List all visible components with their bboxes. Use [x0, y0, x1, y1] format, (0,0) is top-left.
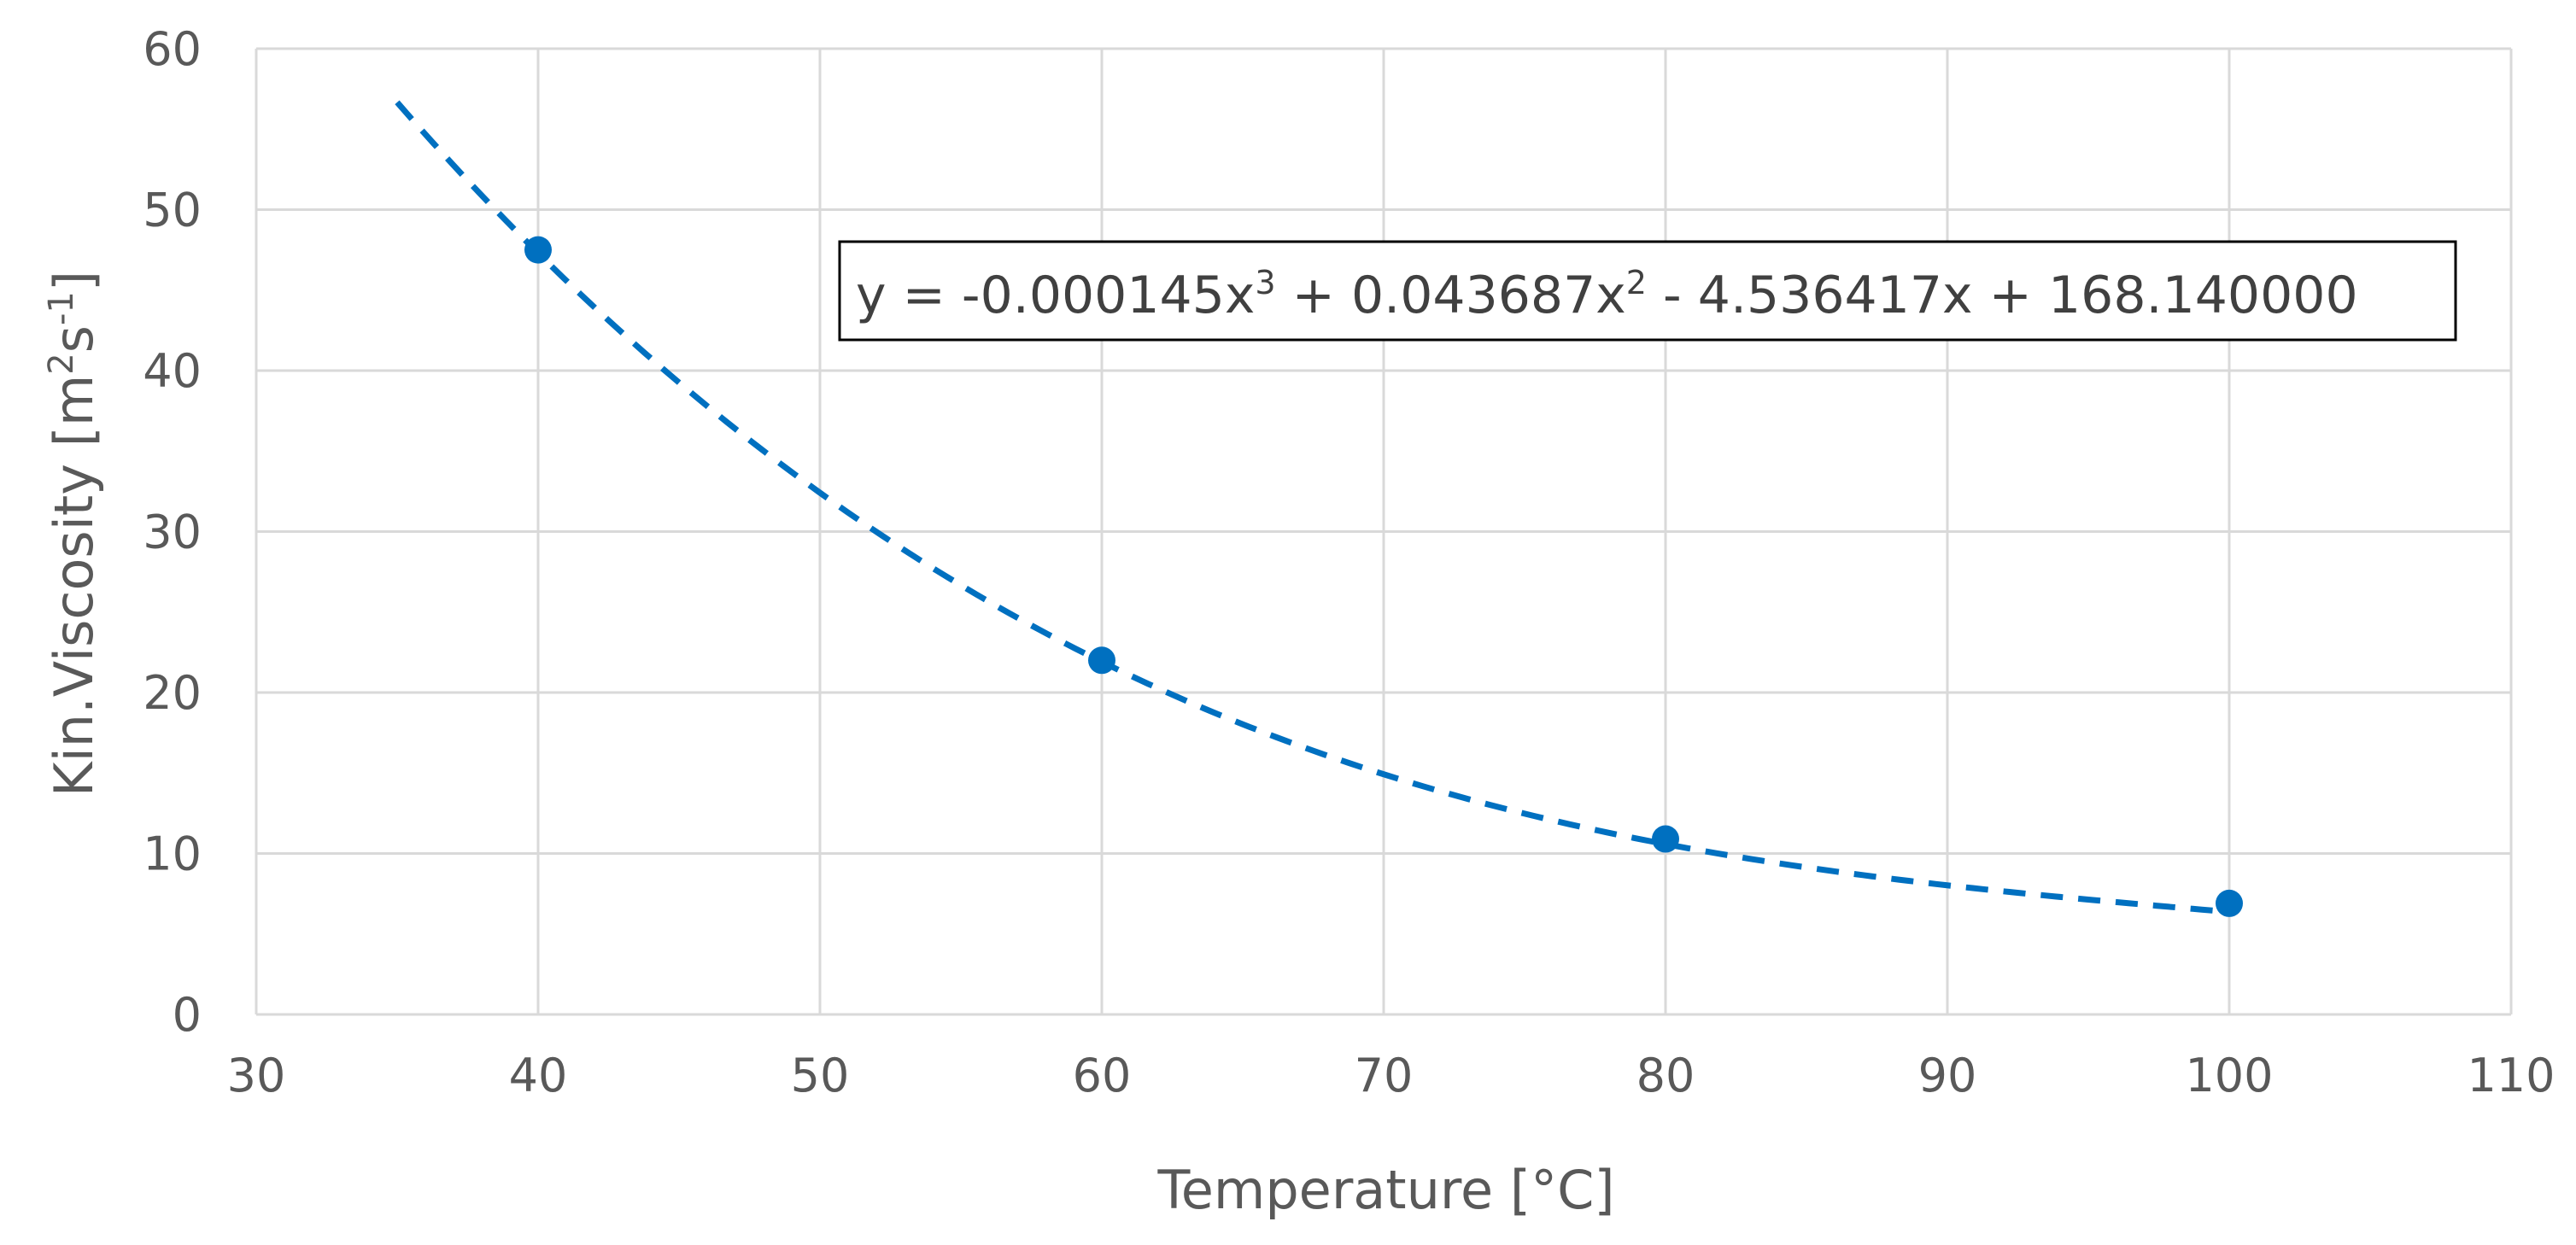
equation-box: y = -0.000145x3 + 0.043687x2 - 4.536417x…	[838, 240, 2457, 342]
equation-label: y = -0.000145x3 + 0.043687x2 - 4.536417x…	[856, 264, 2358, 325]
equation-border	[838, 240, 2457, 342]
x-tick-label: 40	[509, 1049, 568, 1102]
data-points	[524, 236, 2243, 917]
x-tick-label: 30	[227, 1049, 286, 1102]
data-point	[2216, 889, 2243, 917]
y-axis-title: Kin.Viscosity [m2s-1]	[42, 271, 105, 797]
x-tick-label: 60	[1073, 1049, 1132, 1102]
y-axis-title-main: Kin.Viscosity [m	[43, 375, 105, 797]
equation-prefix: y = -0.000145x	[856, 266, 1255, 325]
data-point	[1088, 646, 1115, 675]
equation-tail: - 4.536417x + 168.140000	[1647, 266, 2358, 325]
equation-sup-3: 3	[1255, 264, 1275, 301]
y-axis-title-sup-2: 2	[42, 353, 81, 374]
x-tick-label: 90	[1918, 1049, 1977, 1102]
x-tick-label: 80	[1636, 1049, 1695, 1102]
equation-mid: + 0.043687x	[1276, 266, 1626, 325]
gridlines	[255, 47, 2513, 1016]
y-axis-title-end: ]	[43, 271, 105, 291]
y-axis-title-sup-neg1: -1	[42, 291, 81, 325]
x-tick-label: 70	[1355, 1049, 1414, 1102]
y-tick-label: 0	[173, 988, 202, 1042]
y-axis-title-mid: s	[43, 325, 105, 353]
x-tick-label: 50	[791, 1049, 850, 1102]
data-point	[524, 236, 552, 264]
x-tick-label: 100	[2185, 1049, 2273, 1102]
y-tick-label: 60	[143, 22, 202, 76]
tick-labels: 30 40 50 60 70 80 90 100 110 0 10 20 30 40 50 60	[143, 22, 2555, 1102]
x-tick-label: 110	[2467, 1049, 2555, 1102]
y-tick-label: 40	[143, 344, 202, 398]
y-tick-label: 50	[143, 184, 202, 237]
trendline-layer	[395, 100, 2230, 915]
y-tick-label: 10	[143, 827, 202, 881]
trendline	[395, 100, 2230, 915]
equation-sup-2: 2	[1626, 264, 1647, 301]
y-tick-label: 20	[143, 666, 202, 720]
x-axis-title: Temperature [°C]	[1156, 1159, 1614, 1221]
data-point	[1652, 825, 1679, 853]
y-tick-label: 30	[143, 506, 202, 559]
